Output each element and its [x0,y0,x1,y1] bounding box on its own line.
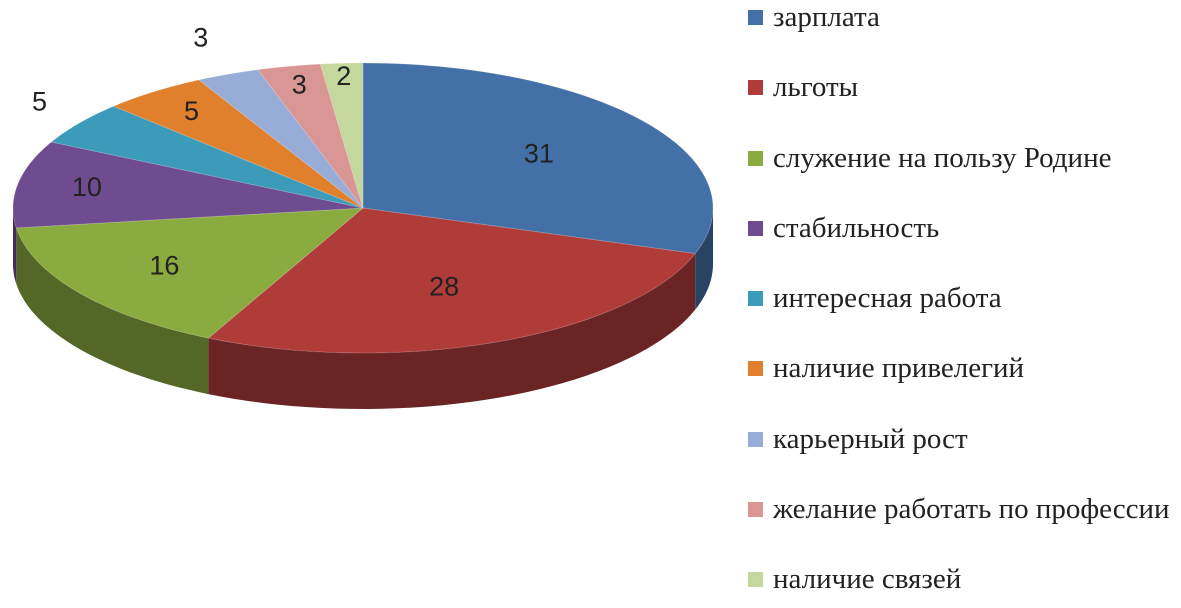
legend-item: стабильность [748,211,1173,245]
legend-swatch [748,10,763,25]
data-label: 3 [193,23,208,53]
slice-side [695,208,713,310]
legend-swatch [748,221,763,236]
legend-label: наличие связей [773,563,962,595]
legend-item: наличие привелегий [748,351,1173,385]
legend-swatch [748,291,763,306]
legend-item: желание работать по профессии [748,492,1173,526]
legend-label: желание работать по профессии [773,493,1170,525]
legend-item: льготы [748,70,1173,104]
data-label: 5 [32,86,47,116]
slice [112,79,364,209]
legend-swatch [748,572,763,587]
legend-swatch [748,432,763,447]
legend-label: стабильность [773,212,940,244]
slice [197,69,364,209]
data-label: 2 [336,61,351,91]
slice [12,141,364,229]
legend-label: наличие привелегий [773,352,1025,384]
slice [15,207,365,339]
slice-side [16,227,209,395]
legend-item: наличие связей [748,562,1173,596]
data-label: 31 [524,139,554,169]
legend-swatch [748,502,763,517]
legend-label: льготы [773,71,859,103]
slice [362,62,714,255]
legend-swatch [748,151,763,166]
slice-side [208,253,696,409]
slice [207,207,697,354]
legend-item: интересная работа [748,281,1173,315]
legend-swatch [748,80,763,95]
legend-label: карьерный рост [773,423,968,455]
slice-side [13,208,17,284]
slice [50,105,364,209]
slice [319,62,364,209]
legend-item: карьерный рост [748,422,1173,456]
legend-item: зарплата [748,0,1173,34]
data-label: 28 [429,271,459,301]
slice [256,63,364,209]
data-label: 3 [292,69,307,99]
data-label: 5 [184,96,199,126]
data-label: 16 [149,251,179,281]
legend-swatch [748,361,763,376]
legend-item: служение на пользу Родине [748,141,1173,175]
data-label: 10 [72,172,102,202]
legend-label: служение на пользу Родине [773,142,1112,174]
legend-label: зарплата [773,1,880,33]
legend-label: интересная работа [773,282,1002,314]
